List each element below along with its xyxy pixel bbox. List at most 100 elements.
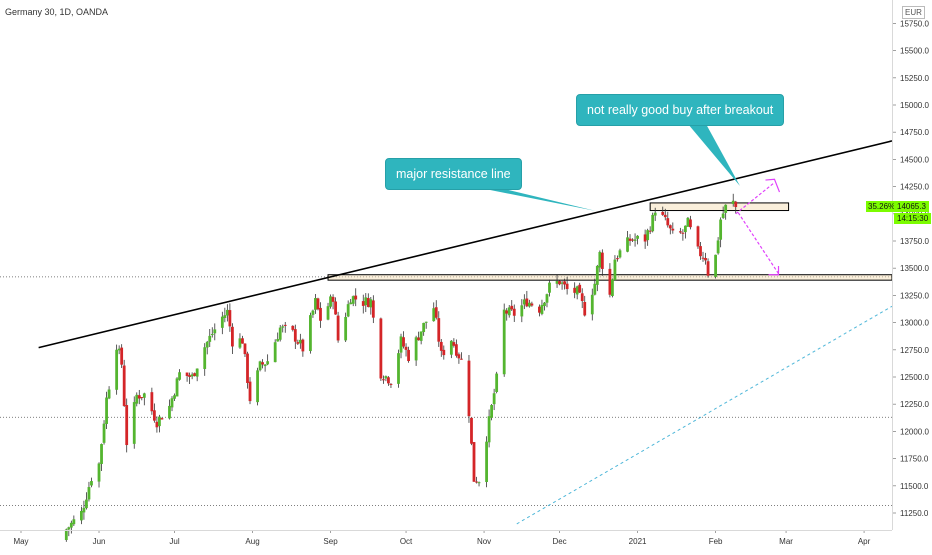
candle-body — [248, 381, 252, 402]
candle-body — [80, 510, 83, 521]
x-tick-label: Jul — [169, 537, 179, 546]
candle-body — [241, 338, 244, 344]
candle-body — [135, 394, 139, 404]
y-tick-label: 15750.0 — [900, 19, 929, 28]
candle-body — [419, 331, 423, 341]
x-tick-label: Sep — [323, 537, 338, 546]
candle-body — [371, 300, 375, 318]
candle-body — [346, 304, 350, 317]
candle-body — [706, 261, 710, 276]
candle-body — [364, 297, 368, 306]
candle-body — [369, 299, 373, 308]
price-axis-divider — [892, 0, 893, 530]
projection-arrows — [735, 178, 781, 276]
candle-body — [636, 235, 639, 239]
y-tick-label: 15500.0 — [900, 47, 929, 56]
candle-body — [507, 307, 511, 316]
candle-body — [424, 321, 428, 323]
x-tick-label: Feb — [709, 537, 723, 546]
candle-body — [699, 246, 702, 257]
y-tick-label: 15250.0 — [900, 74, 929, 83]
candle-body — [470, 417, 473, 444]
candle-body — [168, 405, 171, 419]
candle-body — [724, 204, 728, 213]
candle-body — [653, 212, 657, 216]
candle-body — [477, 482, 481, 484]
candle-body — [314, 298, 317, 310]
candle-body — [522, 299, 526, 305]
candle-body — [558, 281, 561, 285]
candle-body — [618, 250, 622, 258]
candle-body — [336, 315, 340, 341]
candle-body — [155, 421, 159, 428]
candle-body — [309, 315, 312, 352]
candle-body — [525, 298, 529, 307]
candle-body — [684, 225, 687, 233]
candle-body — [600, 252, 604, 269]
candle-body — [505, 310, 509, 314]
candle-body — [701, 257, 705, 259]
annotation-major-resistance[interactable]: major resistance line — [385, 158, 522, 190]
candle-body — [510, 305, 514, 310]
candle-body — [160, 418, 164, 420]
candle-body — [389, 383, 393, 385]
candle-body — [152, 410, 156, 421]
candle-body — [243, 343, 247, 355]
candle-body — [668, 225, 672, 229]
countdown-label: 14:15:30 — [894, 213, 932, 224]
candle-body — [331, 296, 335, 302]
x-axis: May Jun Jul Aug Sep Oct Nov Dec 2021 Feb Mar Apr — [13, 530, 871, 546]
candle-body — [696, 226, 700, 247]
candle-body — [298, 339, 302, 344]
candle-body — [452, 342, 456, 346]
candle-body — [681, 232, 685, 234]
candle-body — [67, 527, 71, 530]
candle-body — [543, 302, 546, 307]
bullish-projection-arrow — [735, 182, 774, 215]
candle-body — [296, 342, 300, 344]
candle-body — [520, 305, 524, 317]
candle-body — [563, 281, 566, 285]
y-tick-label: 13000.0 — [900, 319, 929, 328]
candle-body — [120, 347, 124, 365]
y-tick-label: 15000.0 — [900, 101, 929, 110]
trend-lines — [38, 124, 893, 525]
candle-body — [213, 329, 217, 334]
candle-body — [661, 211, 665, 215]
candle-body — [329, 296, 332, 307]
candle-body — [82, 507, 86, 513]
candle-body — [704, 258, 707, 261]
candle-body — [276, 339, 280, 342]
candle-body — [590, 294, 594, 315]
candle-body — [449, 340, 453, 355]
x-tick-label: Aug — [245, 537, 259, 546]
candle-body — [238, 338, 242, 348]
candle-body — [678, 231, 682, 233]
currency-label[interactable]: EUR — [902, 6, 925, 19]
candle-body — [125, 405, 129, 446]
candle-body — [628, 238, 632, 241]
candle-body — [115, 349, 119, 390]
candle-body — [565, 283, 569, 290]
candle-body — [404, 346, 408, 350]
horizontal-lines — [0, 276, 892, 506]
candle-body — [382, 379, 385, 381]
y-tick-label: 12000.0 — [900, 427, 929, 436]
callout-pointer — [688, 124, 740, 186]
candle-body — [105, 397, 108, 424]
candle-body — [193, 373, 197, 376]
candle-body — [595, 265, 599, 285]
candle-body — [142, 393, 146, 398]
annotation-breakout[interactable]: not really good buy after breakout — [576, 94, 785, 126]
candle-body — [72, 519, 76, 525]
candle-body — [190, 374, 194, 377]
candle-body — [293, 329, 297, 342]
candle-body — [195, 368, 199, 377]
candle-body — [387, 377, 390, 384]
candle-body — [266, 361, 270, 365]
candle-body — [273, 342, 277, 363]
candle-body — [203, 347, 207, 369]
candle-body — [107, 389, 111, 399]
